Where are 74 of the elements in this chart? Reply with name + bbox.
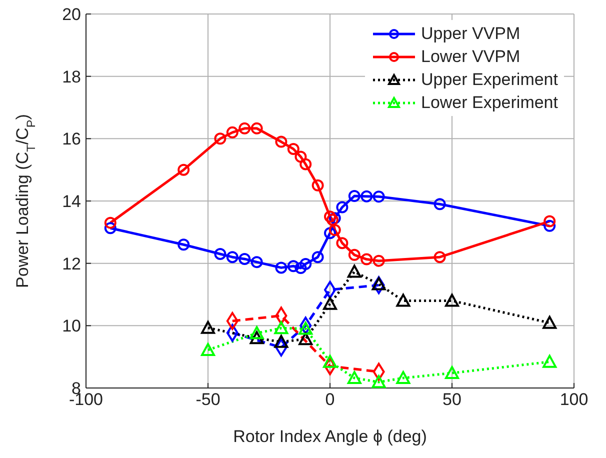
point [323, 296, 337, 310]
point [214, 132, 226, 145]
y-tick-label: 18 [62, 67, 81, 86]
point [300, 258, 312, 270]
point [294, 150, 307, 163]
point [542, 316, 557, 329]
point [360, 253, 373, 266]
point [312, 251, 324, 264]
point [274, 334, 288, 348]
point [298, 322, 313, 335]
point [238, 122, 251, 134]
point [372, 375, 386, 388]
point [287, 142, 300, 155]
point [434, 251, 446, 264]
point [201, 342, 215, 356]
point [214, 248, 226, 260]
legend-label: Upper VVPM [420, 23, 520, 45]
point [372, 277, 386, 290]
point [396, 371, 410, 384]
point [300, 158, 312, 170]
point [250, 122, 263, 134]
legend-label: Upper Experiment [420, 69, 558, 91]
point [324, 210, 336, 223]
x-tick-label: 0 [325, 390, 335, 410]
point [360, 190, 373, 202]
point [372, 190, 385, 203]
point [250, 256, 263, 268]
y-tick-label: 14 [62, 192, 81, 212]
point [178, 238, 190, 251]
point [250, 326, 264, 340]
point [294, 262, 307, 274]
point [445, 294, 459, 307]
point [287, 260, 300, 272]
legend-label: Lower Experiment [420, 92, 558, 114]
point [347, 371, 362, 384]
x-tick-label: -50 [196, 390, 220, 410]
point [298, 332, 313, 346]
point [104, 222, 116, 234]
point [445, 366, 459, 380]
point [226, 126, 238, 138]
point [328, 212, 341, 224]
point [326, 214, 338, 226]
y-tick-label: 10 [62, 316, 81, 336]
y-tick-label: 20 [62, 5, 81, 24]
point [544, 215, 556, 228]
point [372, 254, 385, 267]
point [226, 251, 238, 264]
point [104, 216, 116, 229]
point [274, 321, 288, 334]
point [348, 190, 360, 202]
x-tick-label: 50 [442, 390, 462, 410]
point [336, 201, 348, 214]
point [544, 220, 556, 232]
y-tick-label: 16 [62, 130, 81, 149]
x-axis-title: Rotor Index Angle ϕ (deg) [233, 427, 427, 446]
point [328, 224, 341, 236]
point [250, 331, 264, 344]
point [348, 248, 360, 261]
point [542, 354, 557, 368]
point [238, 252, 251, 265]
point [178, 164, 190, 176]
point [275, 136, 288, 148]
point [275, 262, 288, 274]
point [396, 294, 410, 307]
point [336, 237, 348, 250]
legend-label: Lower VVPM [420, 46, 520, 68]
y-tick-label: 12 [62, 254, 81, 274]
point [434, 198, 446, 210]
point [324, 227, 336, 240]
point [312, 179, 324, 192]
point [323, 354, 337, 368]
point [201, 320, 215, 334]
point [347, 264, 362, 278]
x-tick-label: 100 [560, 390, 588, 410]
